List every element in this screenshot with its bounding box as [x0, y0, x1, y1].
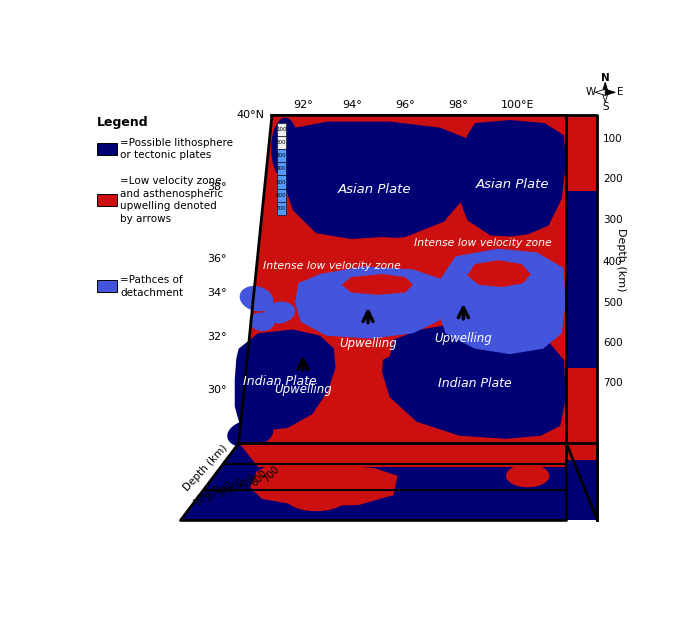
Text: =Possible lithosphere
or tectonic plates: =Possible lithosphere or tectonic plates [120, 138, 233, 161]
Text: 96°: 96° [395, 100, 415, 110]
Text: E: E [617, 87, 623, 97]
Text: 34°: 34° [207, 288, 227, 298]
Polygon shape [566, 191, 598, 368]
Polygon shape [239, 443, 566, 467]
Text: 30°: 30° [207, 384, 227, 394]
Text: 100: 100 [193, 487, 212, 507]
Text: Indian Plate: Indian Plate [243, 376, 316, 388]
Text: Asian Plate: Asian Plate [337, 183, 411, 196]
Polygon shape [239, 116, 566, 443]
Text: 300: 300 [276, 153, 286, 158]
Polygon shape [239, 286, 273, 311]
Text: 400: 400 [276, 166, 286, 171]
Text: =Pathces of
detachment: =Pathces of detachment [120, 275, 183, 298]
Polygon shape [382, 322, 566, 439]
Text: 32°: 32° [207, 332, 227, 342]
Text: =Low velocity zone
and asthenospheric
upwelling denoted
by arrows: =Low velocity zone and asthenospheric up… [120, 176, 223, 224]
Polygon shape [468, 260, 531, 287]
Polygon shape [181, 443, 566, 521]
Text: 36°: 36° [207, 254, 227, 264]
Text: 600: 600 [250, 468, 270, 488]
Polygon shape [276, 175, 286, 188]
Polygon shape [602, 92, 608, 102]
Text: 38°: 38° [207, 182, 227, 192]
Text: 100: 100 [276, 127, 286, 132]
Polygon shape [276, 202, 286, 215]
Text: 400: 400 [603, 257, 622, 267]
Polygon shape [228, 419, 273, 448]
Text: 400: 400 [228, 475, 247, 496]
Polygon shape [239, 116, 566, 443]
Text: 100°E: 100°E [501, 100, 534, 110]
Text: Intense low velocity zone: Intense low velocity zone [414, 238, 552, 248]
Text: Upwelling: Upwelling [435, 332, 492, 345]
Text: 94°: 94° [343, 100, 363, 110]
Text: 700: 700 [261, 464, 281, 484]
Polygon shape [276, 188, 286, 202]
Polygon shape [479, 233, 566, 322]
Text: 700: 700 [603, 378, 622, 388]
Text: 600: 600 [276, 193, 286, 198]
Polygon shape [239, 116, 566, 443]
Text: 200: 200 [204, 484, 224, 504]
Text: 500: 500 [276, 180, 286, 185]
Polygon shape [566, 443, 598, 460]
Polygon shape [334, 335, 393, 364]
FancyBboxPatch shape [97, 280, 117, 293]
Polygon shape [595, 89, 606, 95]
FancyBboxPatch shape [97, 143, 117, 156]
Text: N: N [601, 73, 610, 83]
Text: 40°N: 40°N [236, 111, 264, 121]
Text: Asian Plate: Asian Plate [475, 178, 549, 191]
Text: 300: 300 [216, 480, 235, 500]
Text: 98°: 98° [448, 100, 468, 110]
Text: Upwelling: Upwelling [274, 383, 332, 396]
Polygon shape [295, 266, 448, 338]
FancyBboxPatch shape [97, 194, 117, 206]
Polygon shape [271, 117, 299, 180]
Text: 100: 100 [603, 134, 622, 144]
Polygon shape [251, 464, 398, 507]
Polygon shape [438, 249, 566, 354]
Polygon shape [276, 149, 286, 163]
Polygon shape [276, 163, 286, 175]
Text: Legend: Legend [97, 116, 148, 129]
Polygon shape [606, 89, 615, 95]
Text: S: S [602, 102, 608, 112]
Polygon shape [285, 484, 347, 511]
Polygon shape [265, 301, 295, 323]
Polygon shape [566, 116, 598, 443]
Polygon shape [458, 120, 566, 237]
Text: Depth (km): Depth (km) [616, 229, 626, 292]
Text: 200: 200 [603, 175, 622, 184]
Text: 600: 600 [603, 338, 622, 349]
Text: Indian Plate: Indian Plate [438, 377, 512, 390]
Text: 500: 500 [239, 472, 259, 492]
Polygon shape [602, 82, 608, 92]
Polygon shape [285, 122, 475, 241]
Text: Intense low velocity zone: Intense low velocity zone [262, 261, 400, 271]
Polygon shape [234, 330, 335, 431]
Polygon shape [506, 464, 550, 487]
Text: W: W [585, 87, 596, 97]
Text: Upwelling: Upwelling [340, 337, 397, 350]
Polygon shape [249, 313, 274, 331]
Polygon shape [566, 443, 598, 521]
Polygon shape [342, 274, 413, 295]
Text: 500: 500 [603, 298, 622, 308]
Polygon shape [276, 123, 286, 136]
Text: 700: 700 [276, 206, 286, 210]
Text: 92°: 92° [293, 100, 313, 110]
Polygon shape [566, 123, 598, 168]
Polygon shape [276, 136, 286, 149]
Polygon shape [303, 237, 468, 323]
Text: 300: 300 [603, 215, 622, 225]
Text: Depth (km): Depth (km) [181, 443, 229, 493]
Text: 200: 200 [276, 140, 286, 145]
